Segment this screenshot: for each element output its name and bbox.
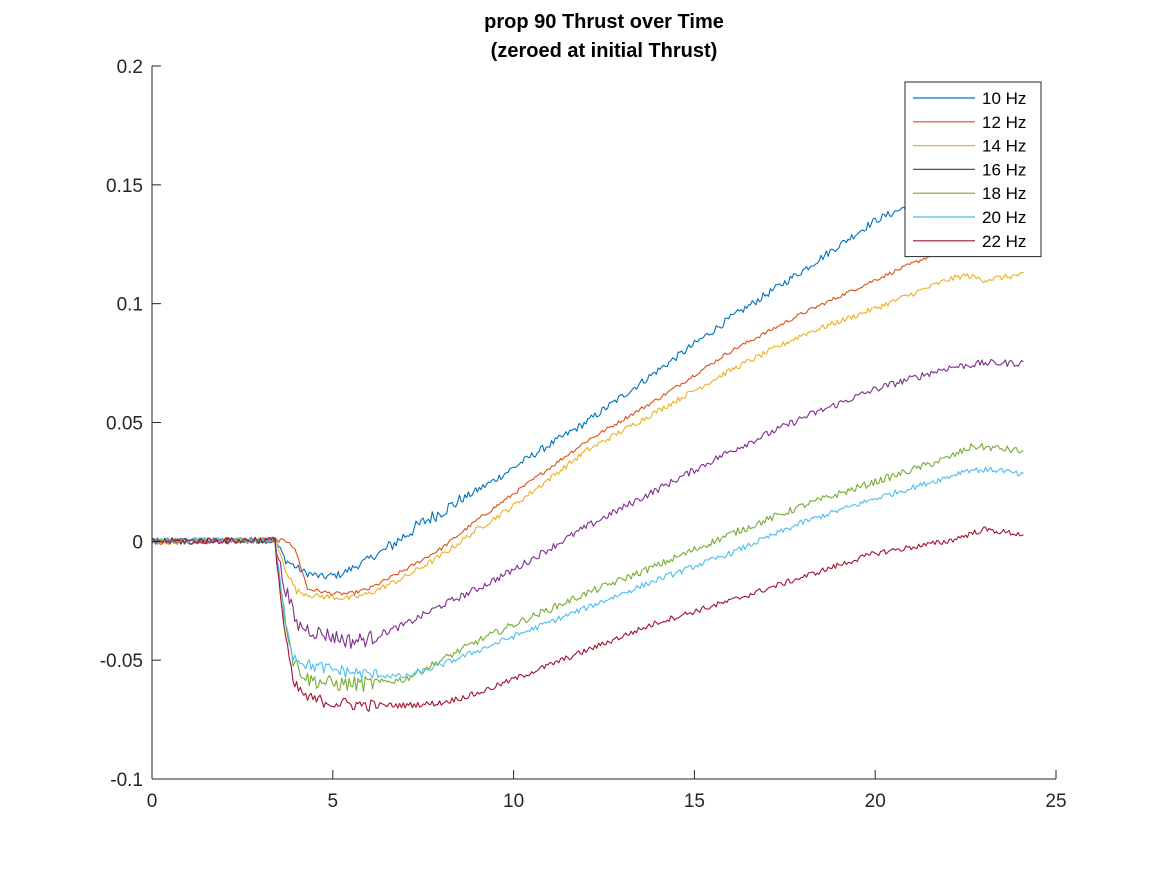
legend-label: 10 Hz — [982, 89, 1026, 108]
series-line-20-hz — [151, 466, 1024, 680]
legend-label: 20 Hz — [982, 208, 1026, 227]
x-tick-label: 15 — [684, 791, 705, 812]
y-tick-label: 0 — [132, 532, 143, 553]
x-tick-label: 25 — [1045, 791, 1066, 812]
y-tick-label: 0.15 — [106, 176, 143, 197]
chart-subtitle: (zeroed at initial Thrust) — [491, 40, 718, 62]
series-line-12-hz — [151, 218, 1024, 596]
x-tick-label: 0 — [147, 791, 158, 812]
y-tick-label: 0.1 — [117, 295, 143, 316]
y-tick-label: 0.05 — [106, 414, 143, 435]
series-line-16-hz — [151, 358, 1024, 649]
plot-lines — [151, 171, 1024, 712]
y-tick-label: -0.1 — [110, 770, 143, 791]
y-tick-label: -0.05 — [100, 651, 143, 672]
legend-label: 14 Hz — [982, 137, 1026, 156]
series-line-18-hz — [151, 442, 1024, 692]
series-line-10-hz — [151, 171, 1024, 580]
legend-label: 16 Hz — [982, 160, 1026, 179]
chart-title: prop 90 Thrust over Time — [484, 11, 724, 33]
axes: 0 5 10 15 20 25 -0.1 -0.05 0 0.05 0.1 0.15 0.2 — [100, 57, 1067, 812]
legend-label: 22 Hz — [982, 232, 1026, 251]
legend-label: 18 Hz — [982, 184, 1026, 203]
legend-label: 12 Hz — [982, 113, 1026, 132]
series-line-14-hz — [151, 271, 1024, 601]
x-tick-label: 20 — [865, 791, 886, 812]
x-tick-label: 10 — [503, 791, 524, 812]
x-tick-label: 5 — [328, 791, 339, 812]
legend: 10 Hz 12 Hz 14 Hz 16 Hz 18 Hz 20 Hz 22 Hz — [904, 81, 1042, 258]
y-tick-label: 0.2 — [117, 57, 143, 78]
series-line-22-hz — [151, 526, 1024, 712]
